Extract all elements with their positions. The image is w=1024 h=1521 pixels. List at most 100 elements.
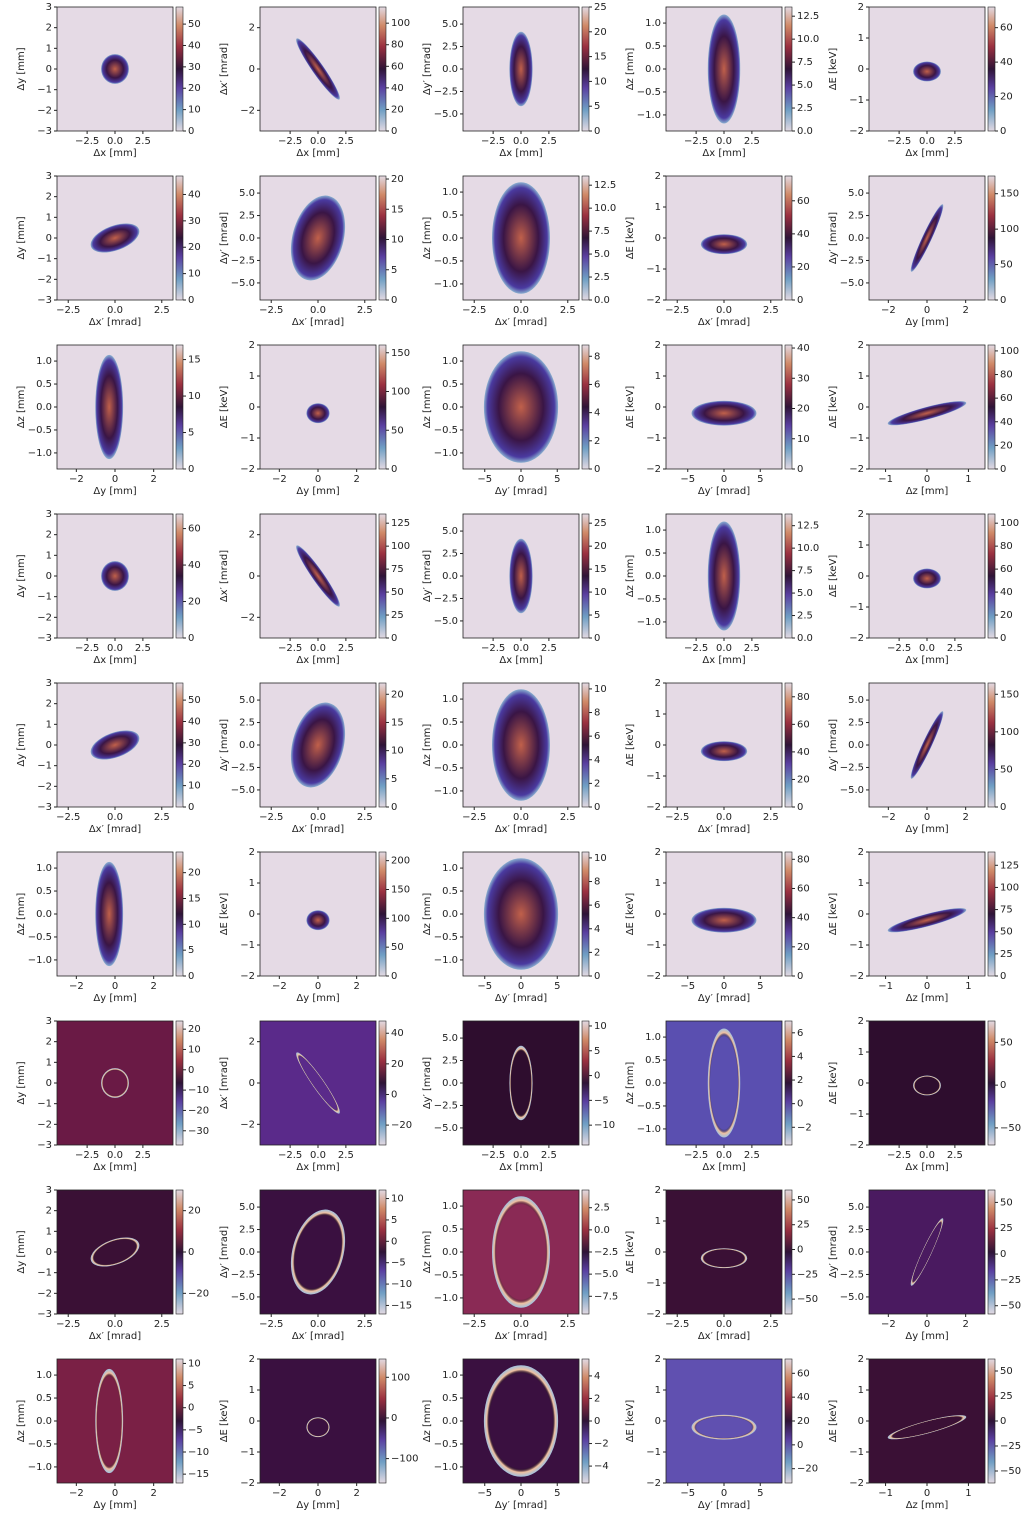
- colorbar-tick-label: 2: [594, 1393, 600, 1404]
- x-tick-label: −2.5: [684, 1150, 708, 1161]
- y-tick-label: −1: [849, 433, 864, 444]
- y-tick-label: −2: [240, 105, 255, 116]
- colorbar-tick-label: 20: [797, 262, 810, 273]
- colorbar-tick-label: 10: [391, 746, 404, 757]
- colorbar-tick-label: 0: [1000, 1249, 1006, 1260]
- colorbar-tick-label: 60: [797, 719, 810, 730]
- colorbar: [378, 175, 387, 301]
- y-tick-label: 0.0: [442, 909, 458, 920]
- y-tick-label: 0.5: [442, 379, 458, 390]
- y-tick-label: −3: [37, 126, 52, 137]
- x-tick-label: 0: [924, 305, 930, 316]
- colorbar-tick-label: 50: [188, 19, 201, 30]
- colorbar-tick-label: 40: [391, 1028, 404, 1039]
- x-axis-label: Δz [mm]: [906, 993, 949, 1004]
- y-tick-label: 0: [655, 740, 661, 751]
- colorbar-tick-label: 20: [391, 1059, 404, 1070]
- colorbar-tick-label: −5.0: [594, 1269, 618, 1280]
- colorbar: [581, 682, 590, 808]
- y-tick-label: 3: [46, 2, 52, 13]
- y-tick-label: 0.5: [442, 717, 458, 728]
- colorbar-tick-label: 100: [391, 541, 410, 552]
- y-axis-label: Δy [mm]: [16, 723, 27, 766]
- density-image: [887, 908, 967, 933]
- colorbar-tick-label: 0: [188, 295, 194, 306]
- y-tick-label: 1: [46, 43, 52, 54]
- y-tick-label: −2: [37, 781, 52, 792]
- y-tick-label: 2.5: [239, 1225, 255, 1236]
- y-tick-label: 0.0: [239, 740, 255, 751]
- density-image: [296, 38, 340, 100]
- y-tick-label: 2: [858, 847, 864, 858]
- x-tick-label: −1: [878, 981, 893, 992]
- x-tick-label: 2.5: [338, 1150, 354, 1161]
- colorbar-tick-label: 60: [1000, 564, 1013, 575]
- colorbar: [175, 1020, 184, 1146]
- x-tick-label: 0.0: [107, 1319, 123, 1330]
- y-tick-label: −1.0: [434, 448, 458, 459]
- colorbar-tick-label: 0: [188, 1065, 194, 1076]
- density-image: [290, 1209, 346, 1295]
- x-tick-label: 5: [757, 474, 763, 485]
- y-tick-label: 3: [46, 678, 52, 689]
- x-axis-label: Δy [mm]: [93, 1500, 136, 1511]
- y-axis-label: Δz [mm]: [625, 555, 636, 598]
- colorbar-tick-label: 30: [797, 373, 810, 384]
- y-axis-label: ΔE [keV]: [219, 893, 230, 936]
- y-tick-label: −1.0: [637, 617, 661, 628]
- y-tick-label: −5.0: [231, 785, 255, 796]
- y-tick-label: −2.5: [231, 762, 255, 773]
- colorbar: [987, 1358, 996, 1484]
- y-tick-label: 2.5: [848, 1225, 864, 1236]
- colorbar-tick-label: −20: [391, 1120, 412, 1131]
- y-tick-label: −0.5: [637, 1101, 661, 1112]
- colorbar-tick-label: 75: [1000, 905, 1013, 916]
- x-tick-label: −2.5: [278, 136, 302, 147]
- colorbar-tick-label: −5: [391, 1258, 406, 1269]
- y-tick-label: −2: [849, 126, 864, 137]
- x-axis-label: Δz [mm]: [906, 1500, 949, 1511]
- colorbar-tick-label: 12.5: [594, 180, 616, 191]
- y-tick-label: −2: [37, 274, 52, 285]
- x-tick-label: −1: [878, 474, 893, 485]
- colorbar-tick-label: 5: [188, 428, 194, 439]
- y-tick-label: 0.5: [442, 886, 458, 897]
- colorbar-tick-label: −15: [391, 1300, 412, 1311]
- y-axis-label: Δy′ [mrad]: [422, 43, 433, 95]
- x-tick-label: 2.5: [744, 136, 760, 147]
- colorbar-tick-label: 0: [594, 802, 600, 813]
- density-image: [95, 354, 124, 460]
- x-tick-label: 0: [315, 474, 321, 485]
- colorbar-tick-label: 60: [188, 524, 201, 535]
- colorbar-tick-label: 0: [1000, 295, 1006, 306]
- y-tick-label: 0: [249, 64, 255, 75]
- y-tick-label: −0.5: [28, 1439, 52, 1450]
- x-tick-label: 0.0: [513, 812, 529, 823]
- colorbar-tick-label: 2: [797, 1075, 803, 1086]
- colorbar-tick-label: 100: [1000, 518, 1019, 529]
- colorbar-tick-label: 80: [1000, 370, 1013, 381]
- y-tick-label: 1.0: [645, 18, 661, 29]
- y-tick-label: −1: [646, 1447, 661, 1458]
- colorbar-tick-label: −10: [188, 1085, 209, 1096]
- y-tick-label: 1.0: [645, 525, 661, 536]
- y-tick-label: −1: [240, 1447, 255, 1458]
- y-tick-label: 0.5: [442, 210, 458, 221]
- density-image: [509, 538, 533, 614]
- colorbar-tick-label: 12.5: [797, 521, 819, 532]
- colorbar-tick-label: 0.0: [594, 295, 610, 306]
- colorbar-tick-label: 8: [594, 351, 600, 362]
- colorbar-tick-label: 20: [594, 541, 607, 552]
- x-tick-label: 0.0: [107, 136, 123, 147]
- x-tick-label: 0: [112, 1488, 118, 1499]
- y-tick-label: −2: [240, 1119, 255, 1130]
- y-tick-label: 2: [46, 530, 52, 541]
- y-tick-label: 0.0: [848, 740, 864, 751]
- y-axis-label: ΔE [keV]: [625, 217, 636, 260]
- colorbar-tick-label: 2: [594, 778, 600, 789]
- y-tick-label: 5.0: [239, 1202, 255, 1213]
- y-tick-label: 0.0: [442, 402, 458, 413]
- y-axis-label: Δz [mm]: [16, 1400, 27, 1443]
- y-tick-label: 0.5: [442, 1393, 458, 1404]
- y-tick-label: 0.0: [239, 233, 255, 244]
